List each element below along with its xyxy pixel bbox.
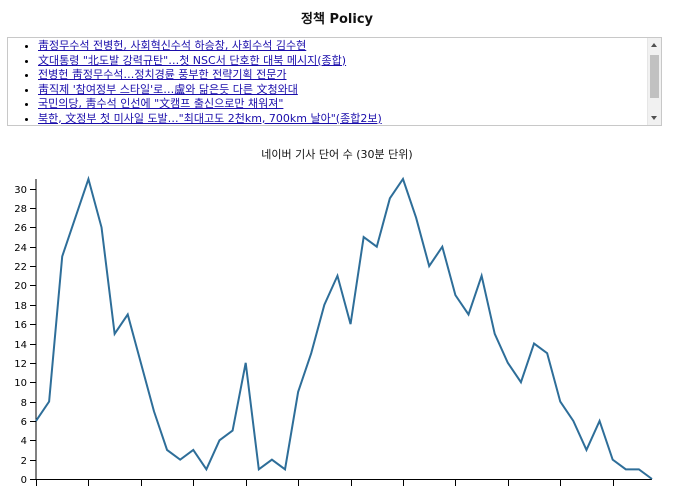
news-list-item: 국민의당, 靑수석 인선에 "文캠프 출신으로만 채워져"	[38, 97, 647, 112]
news-list-item: 文대통령 "北도발 강력규탄"…첫 NSC서 단호한 대북 메시지(종합)	[38, 54, 647, 69]
scroll-up-arrow-icon[interactable]	[651, 43, 657, 47]
news-link[interactable]: 전병헌 靑정무수석…정치경륜 풍부한 전략기획 전문가	[38, 68, 287, 81]
news-list-item: 靑직제 '참여정부 스타일'로…盧와 닮은듯 다른 文청와대	[38, 83, 647, 98]
y-tick-label: 14	[14, 340, 27, 351]
y-tick-label: 16	[14, 320, 27, 331]
y-tick-label: 10	[14, 378, 27, 389]
news-link[interactable]: 靑직제 '참여정부 스타일'로…盧와 닮은듯 다른 文청와대	[38, 82, 298, 96]
news-link[interactable]: 북한, 文정부 첫 미사일 도발…"최대고도 2천km, 700km 날아"(종…	[38, 111, 382, 125]
news-list-box[interactable]: 靑정무수석 전병헌, 사회혁신수석 하승창, 사회수석 김수현 文대통령 "北도…	[7, 37, 662, 126]
news-list-item: 북한, 文정부 첫 미사일 도발…"최대고도 2천km, 700km 날아"(종…	[38, 111, 647, 126]
page-title: 정책 Policy	[301, 12, 373, 27]
news-list-item: 전병헌 靑정무수석…정치경륜 풍부한 전략기획 전문가	[38, 68, 647, 83]
y-tick-label: 22	[14, 262, 27, 273]
vertical-scrollbar[interactable]	[647, 38, 661, 125]
scroll-thumb[interactable]	[650, 55, 659, 98]
y-tick-label: 4	[21, 436, 27, 447]
x-axis	[36, 479, 652, 486]
news-link[interactable]: 文대통령 "北도발 강력규탄"…첫 NSC서 단호한 대북 메시지(종합)	[38, 53, 347, 67]
y-tick-label: 2	[21, 456, 27, 467]
y-tick-label: 26	[14, 223, 27, 234]
news-list-item: 靑정무수석 전병헌, 사회혁신수석 하승창, 사회수석 김수현	[38, 39, 647, 54]
y-tick-label: 28	[14, 204, 27, 215]
chart-title: 네이버 기사 단어 수 (30분 단위)	[261, 148, 413, 161]
y-tick-label: 6	[21, 417, 27, 428]
y-tick-label: 12	[14, 359, 27, 370]
y-tick-label: 18	[14, 301, 27, 312]
news-link[interactable]: 국민의당, 靑수석 인선에 "文캠프 출신으로만 채워져"	[38, 97, 284, 110]
news-link[interactable]: 靑정무수석 전병헌, 사회혁신수석 하승창, 사회수석 김수현	[38, 39, 307, 52]
y-tick-label: 30	[14, 185, 27, 196]
scroll-down-arrow-icon[interactable]	[651, 116, 657, 120]
y-tick-label: 8	[21, 398, 27, 409]
y-tick-label: 0	[21, 475, 27, 486]
y-tick-label: 24	[14, 243, 27, 254]
series-line	[35, 175, 653, 480]
news-list: 靑정무수석 전병헌, 사회혁신수석 하승창, 사회수석 김수현 文대통령 "北도…	[8, 39, 647, 126]
y-tick-label: 20	[14, 281, 27, 292]
